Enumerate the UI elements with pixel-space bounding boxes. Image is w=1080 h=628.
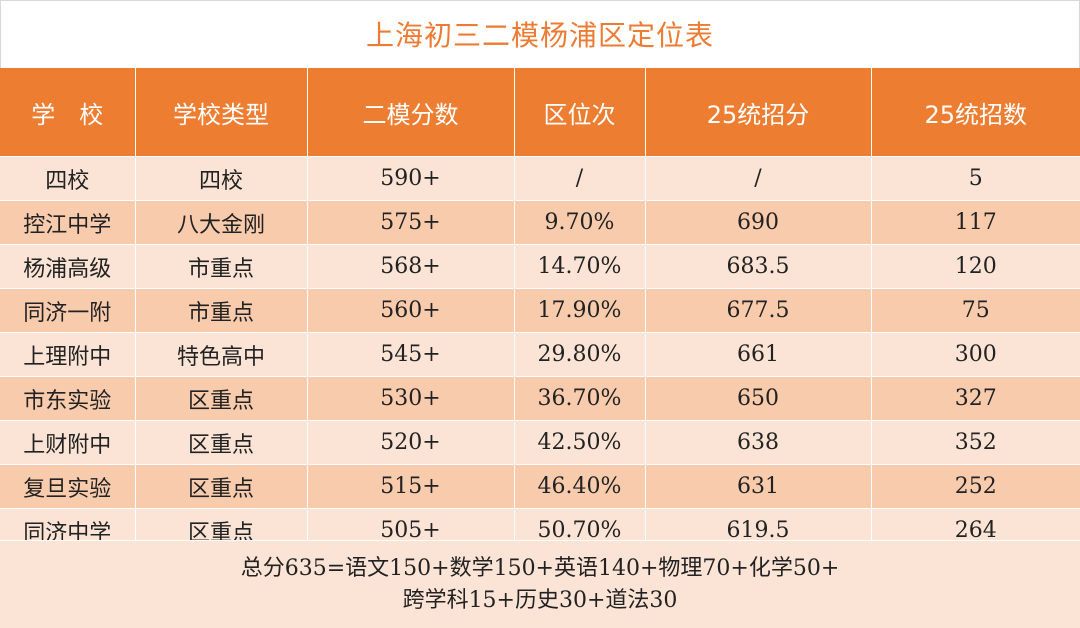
table-row: 控江中学 八大金刚 575+ 9.70% 690 117: [0, 200, 1080, 245]
cell-admission-count: 327: [871, 376, 1080, 421]
table-row: 上财附中 区重点 520+ 42.50% 638 352: [0, 420, 1080, 465]
header-row: 学 校 学校类型 二模分数 区位次 25统招分 25统招数: [0, 68, 1080, 157]
page-title: 上海初三二模杨浦区定位表: [0, 0, 1080, 68]
cell-school: 上财附中: [0, 420, 136, 465]
table-row: 四校 四校 590+ / / 5: [0, 156, 1080, 201]
cell-mock-score: 590+: [307, 156, 515, 201]
table-row: 同济一附 市重点 560+ 17.90% 677.5 75: [0, 288, 1080, 333]
score-composition-note: 总分635=语文150+数学150+英语140+物理70+化学50+ 跨学科15…: [0, 540, 1080, 628]
cell-mock-score: 520+: [307, 420, 515, 465]
cell-school: 同济一附: [0, 288, 136, 333]
cell-district-rank: 17.90%: [514, 288, 646, 333]
cell-admission-count: 300: [871, 332, 1080, 377]
cell-admission-count: 120: [871, 244, 1080, 289]
cell-school-type: 市重点: [135, 244, 308, 289]
cell-school-type: 区重点: [135, 420, 308, 465]
cell-district-rank: 36.70%: [514, 376, 646, 421]
cell-district-rank: 46.40%: [514, 464, 646, 509]
note-line-2: 跨学科15+历史30+道法30: [402, 588, 678, 613]
column-header-mock-score: 二模分数: [307, 68, 515, 157]
cell-mock-score: 530+: [307, 376, 515, 421]
cell-school: 杨浦高级: [0, 244, 136, 289]
cell-admission-score: 661: [645, 332, 872, 377]
column-header-district-rank: 区位次: [514, 68, 646, 157]
cell-district-rank: /: [514, 156, 646, 201]
cell-school-type: 八大金刚: [135, 200, 308, 245]
column-header-admission-score: 25统招分: [645, 68, 872, 157]
cell-district-rank: 29.80%: [514, 332, 646, 377]
cell-school-type: 区重点: [135, 376, 308, 421]
cell-mock-score: 560+: [307, 288, 515, 333]
data-table: 学 校 学校类型 二模分数 区位次 25统招分 25统招数 四校 四校 590+…: [0, 68, 1080, 552]
cell-mock-score: 575+: [307, 200, 515, 245]
column-header-school: 学 校: [0, 68, 136, 157]
cell-admission-count: 75: [871, 288, 1080, 333]
cell-admission-score: 683.5: [645, 244, 872, 289]
cell-admission-count: 352: [871, 420, 1080, 465]
cell-admission-count: 5: [871, 156, 1080, 201]
cell-district-rank: 9.70%: [514, 200, 646, 245]
cell-school-type: 市重点: [135, 288, 308, 333]
cell-admission-score: 631: [645, 464, 872, 509]
cell-mock-score: 568+: [307, 244, 515, 289]
cell-admission-score: /: [645, 156, 872, 201]
cell-admission-count: 252: [871, 464, 1080, 509]
cell-school: 四校: [0, 156, 136, 201]
cell-mock-score: 545+: [307, 332, 515, 377]
table-row: 上理附中 特色高中 545+ 29.80% 661 300: [0, 332, 1080, 377]
cell-admission-score: 677.5: [645, 288, 872, 333]
column-header-admission-count: 25统招数: [871, 68, 1080, 157]
cell-school: 控江中学: [0, 200, 136, 245]
cell-mock-score: 515+: [307, 464, 515, 509]
table-row: 复旦实验 区重点 515+ 46.40% 631 252: [0, 464, 1080, 509]
cell-district-rank: 42.50%: [514, 420, 646, 465]
cell-admission-score: 638: [645, 420, 872, 465]
cell-school: 上理附中: [0, 332, 136, 377]
cell-school-type: 四校: [135, 156, 308, 201]
cell-school-type: 区重点: [135, 464, 308, 509]
cell-admission-count: 117: [871, 200, 1080, 245]
note-line-1: 总分635=语文150+数学150+英语140+物理70+化学50+: [240, 556, 840, 581]
table-row: 杨浦高级 市重点 568+ 14.70% 683.5 120: [0, 244, 1080, 289]
cell-admission-score: 650: [645, 376, 872, 421]
cell-school-type: 特色高中: [135, 332, 308, 377]
cell-school: 市东实验: [0, 376, 136, 421]
cell-admission-score: 690: [645, 200, 872, 245]
cell-school: 复旦实验: [0, 464, 136, 509]
table-row: 市东实验 区重点 530+ 36.70% 650 327: [0, 376, 1080, 421]
column-header-school-type: 学校类型: [135, 68, 308, 157]
cell-district-rank: 14.70%: [514, 244, 646, 289]
